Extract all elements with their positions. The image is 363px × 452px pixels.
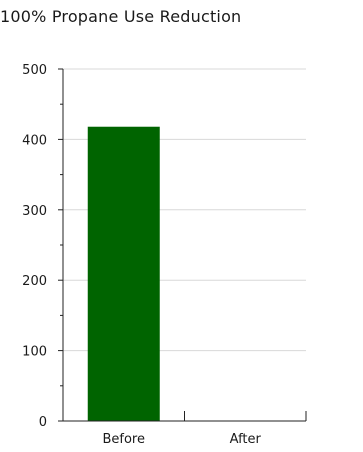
x-tick-label: After <box>230 432 262 447</box>
axes <box>58 68 307 422</box>
bar-before <box>87 126 160 421</box>
y-tick-label: 500 <box>22 63 47 78</box>
y-tick-label: 200 <box>22 274 47 289</box>
y-tick-label: 0 <box>39 415 47 430</box>
chart-title: 100% Propane Use Reduction <box>0 7 242 26</box>
y-tick-label: 100 <box>22 345 47 360</box>
tick-labels: 0 100 200 300 400 500 Before After <box>22 63 261 447</box>
y-tick-label: 300 <box>22 204 47 219</box>
gridlines <box>63 68 306 352</box>
y-tick-label: 400 <box>22 133 47 148</box>
bars <box>87 126 160 421</box>
x-tick-label: Before <box>102 432 145 447</box>
